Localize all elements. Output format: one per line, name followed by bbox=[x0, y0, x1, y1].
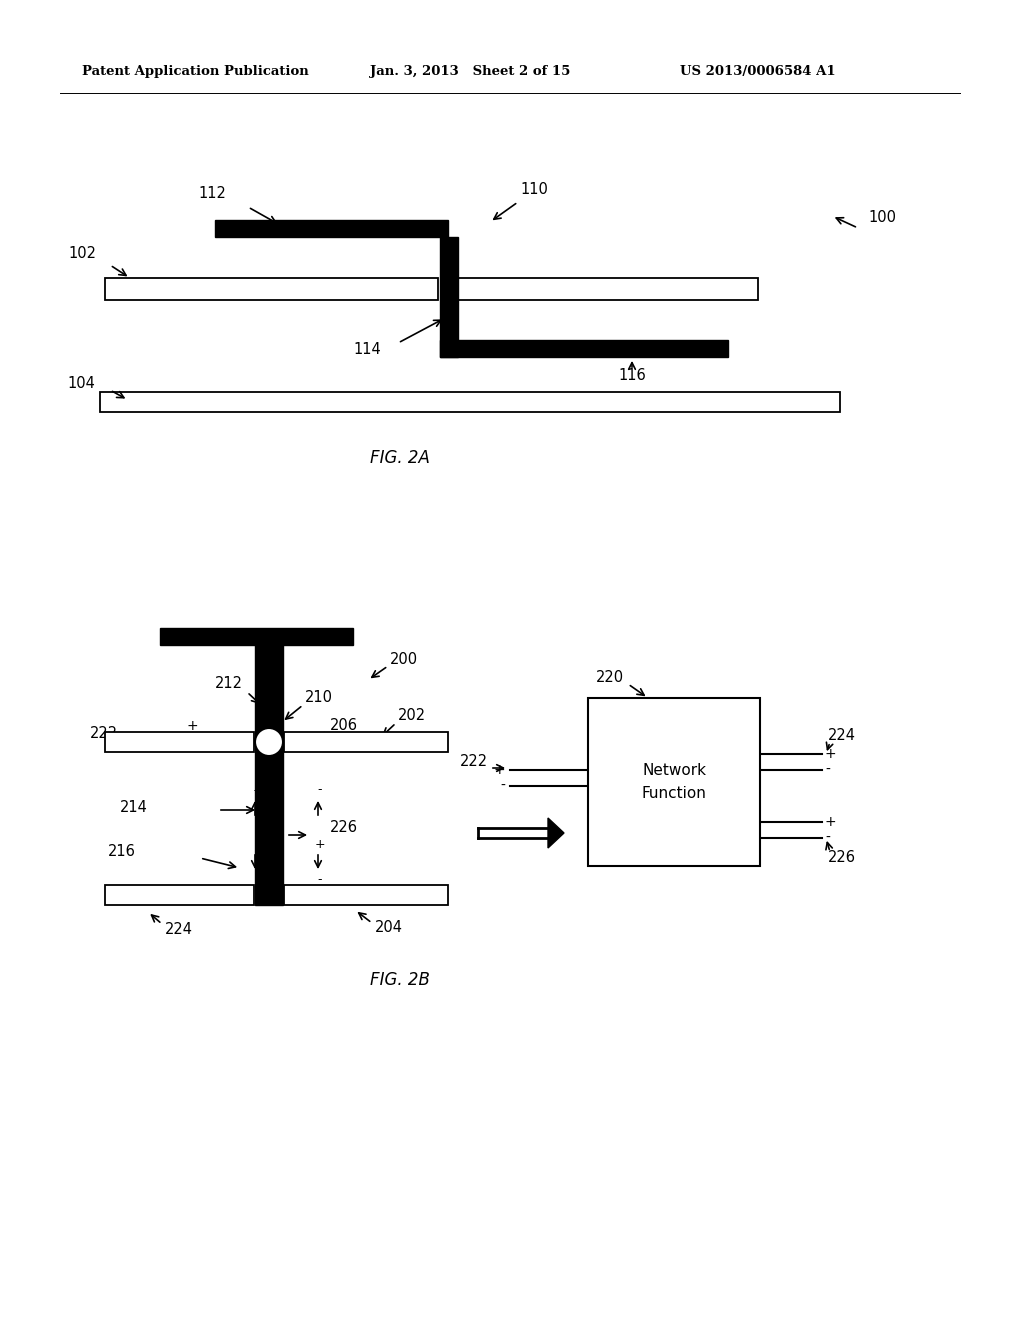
Text: 214: 214 bbox=[120, 800, 147, 816]
Text: -: - bbox=[189, 737, 195, 750]
Text: 206: 206 bbox=[330, 718, 358, 734]
Bar bbox=[105, 279, 438, 300]
Text: FIG. 2A: FIG. 2A bbox=[370, 449, 430, 467]
Bar bbox=[284, 884, 449, 906]
Bar bbox=[588, 698, 760, 866]
Bar bbox=[458, 279, 758, 300]
Text: -: - bbox=[825, 763, 829, 777]
Text: FIG. 2B: FIG. 2B bbox=[370, 972, 430, 989]
Text: 212: 212 bbox=[215, 676, 243, 692]
Text: 226: 226 bbox=[330, 821, 358, 836]
Text: US 2013/0006584 A1: US 2013/0006584 A1 bbox=[680, 66, 836, 78]
Text: 222: 222 bbox=[90, 726, 118, 741]
Text: 210: 210 bbox=[305, 690, 333, 705]
Circle shape bbox=[255, 729, 283, 756]
Text: Patent Application Publication: Patent Application Publication bbox=[82, 66, 309, 78]
Text: 216: 216 bbox=[108, 845, 136, 859]
Text: 104: 104 bbox=[67, 375, 95, 391]
Text: 222: 222 bbox=[460, 755, 488, 770]
Bar bbox=[160, 628, 353, 645]
Text: -: - bbox=[500, 779, 505, 793]
Bar bbox=[440, 238, 458, 356]
Bar bbox=[440, 341, 728, 356]
Text: 220: 220 bbox=[596, 671, 624, 685]
Text: 100: 100 bbox=[868, 210, 896, 226]
Bar bbox=[100, 392, 840, 412]
Text: -: - bbox=[317, 784, 323, 796]
Text: 110: 110 bbox=[520, 182, 548, 198]
Text: +: + bbox=[314, 838, 326, 851]
Bar bbox=[105, 733, 254, 752]
Text: +: + bbox=[494, 763, 505, 777]
Text: 112: 112 bbox=[198, 186, 226, 202]
Text: -: - bbox=[825, 832, 829, 845]
Text: Jan. 3, 2013   Sheet 2 of 15: Jan. 3, 2013 Sheet 2 of 15 bbox=[370, 66, 570, 78]
Text: 202: 202 bbox=[398, 709, 426, 723]
Text: 224: 224 bbox=[828, 729, 856, 743]
Text: Network
Function: Network Function bbox=[642, 763, 707, 801]
Text: -: - bbox=[256, 874, 260, 887]
Text: 226: 226 bbox=[828, 850, 856, 866]
Text: 114: 114 bbox=[353, 342, 381, 358]
Bar bbox=[284, 733, 449, 752]
Text: +: + bbox=[253, 784, 263, 796]
Text: +: + bbox=[825, 814, 837, 829]
Bar bbox=[105, 884, 254, 906]
Bar bbox=[215, 220, 449, 238]
Text: 116: 116 bbox=[618, 367, 646, 383]
Polygon shape bbox=[548, 818, 564, 847]
Text: 204: 204 bbox=[375, 920, 403, 936]
Text: 102: 102 bbox=[68, 246, 96, 260]
Text: +: + bbox=[186, 719, 198, 733]
Text: -: - bbox=[317, 874, 323, 887]
Bar bbox=[255, 645, 283, 906]
Text: 224: 224 bbox=[165, 923, 193, 937]
Text: 200: 200 bbox=[390, 652, 418, 668]
Text: +: + bbox=[825, 747, 837, 762]
